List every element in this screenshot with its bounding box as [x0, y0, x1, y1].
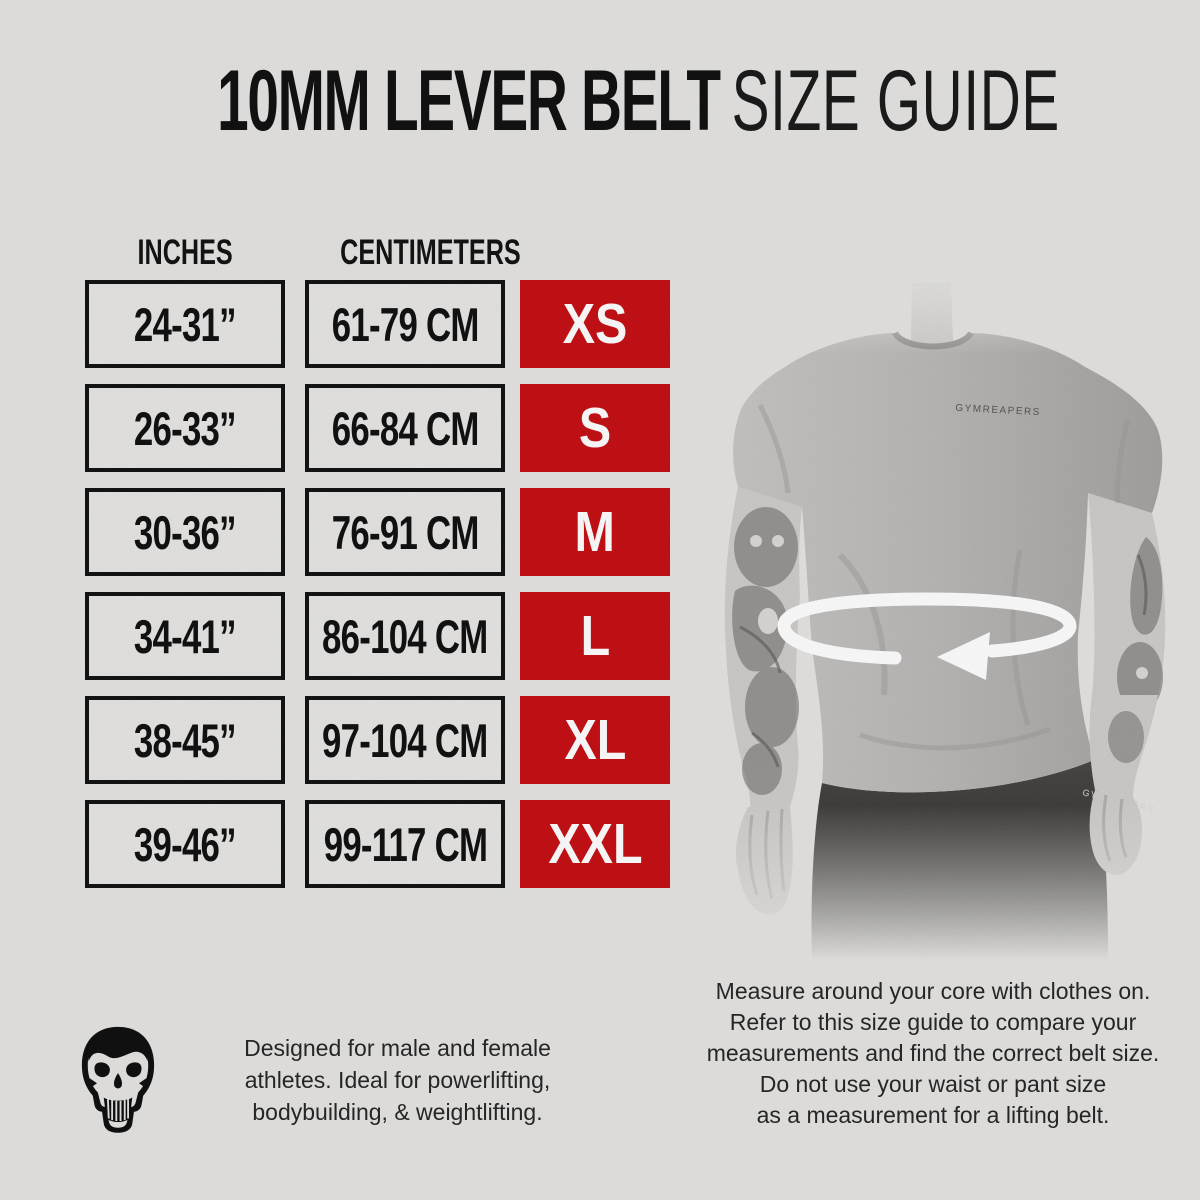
inches-cell: 24-31”	[85, 280, 285, 368]
centimeters-cell: 97-104 CM	[305, 696, 505, 784]
column-header-centimeters: CENTIMETERS	[340, 233, 521, 272]
column-header-inches: INCHES	[137, 233, 233, 272]
size-badge-xs: XS	[520, 280, 670, 368]
size-chart-headers: INCHES CENTIMETERS	[85, 233, 521, 273]
text-line: Refer to this size guide to compare your	[729, 1009, 1137, 1035]
footer-right-text: Measure around your core with clothes on…	[688, 976, 1178, 1131]
text-line: Measure around your core with clothes on…	[715, 978, 1151, 1004]
text-line: measurements and find the correct belt s…	[706, 1040, 1160, 1066]
size-chart: 24-31” 61-79 CM XS 26-33” 66-84 CM S 30-…	[85, 280, 670, 904]
page-title-suffix: SIZE GUIDE	[731, 53, 1060, 149]
size-row-xs: 24-31” 61-79 CM XS	[85, 280, 670, 368]
text-line: Designed for male and female	[244, 1035, 551, 1061]
size-row-m: 30-36” 76-91 CM M	[85, 488, 670, 576]
text-line: athletes. Ideal for powerlifting,	[244, 1067, 551, 1093]
size-badge-s: S	[520, 384, 670, 472]
centimeters-cell: 66-84 CM	[305, 384, 505, 472]
text-line: bodybuilding, & weightlifting.	[252, 1099, 543, 1125]
inches-cell: 26-33”	[85, 384, 285, 472]
size-row-l: 34-41” 86-104 CM L	[85, 592, 670, 680]
size-badge-m: M	[520, 488, 670, 576]
size-badge-l: L	[520, 592, 670, 680]
inches-cell: 30-36”	[85, 488, 285, 576]
text-line: as a measurement for a lifting belt.	[756, 1102, 1110, 1128]
centimeters-cell: 61-79 CM	[305, 280, 505, 368]
centimeters-cell: 99-117 CM	[305, 800, 505, 888]
size-row-xxl: 39-46” 99-117 CM XXL	[85, 800, 670, 888]
size-row-xl: 38-45” 97-104 CM XL	[85, 696, 670, 784]
inches-cell: 38-45”	[85, 696, 285, 784]
size-row-s: 26-33” 66-84 CM S	[85, 384, 670, 472]
page-title: 10MM LEVER BELT SIZE GUIDE	[0, 52, 1200, 151]
inches-cell: 39-46”	[85, 800, 285, 888]
size-badge-xl: XL	[520, 696, 670, 784]
footer-left-text: Designed for male and female athletes. I…	[240, 1032, 555, 1128]
tattoo-right-forearm	[1108, 711, 1144, 763]
text-line: Do not use your waist or pant size	[759, 1071, 1107, 1097]
centimeters-cell: 76-91 CM	[305, 488, 505, 576]
model-photo: GYMREAPERS GYMREAPERS	[724, 283, 1166, 960]
page-title-product: 10MM LEVER BELT	[217, 53, 721, 149]
centimeters-cell: 86-104 CM	[305, 592, 505, 680]
model-neck	[911, 283, 953, 348]
size-badge-xxl: XXL	[520, 800, 670, 888]
inches-cell: 34-41”	[85, 592, 285, 680]
skull-logo-icon	[81, 1026, 155, 1133]
